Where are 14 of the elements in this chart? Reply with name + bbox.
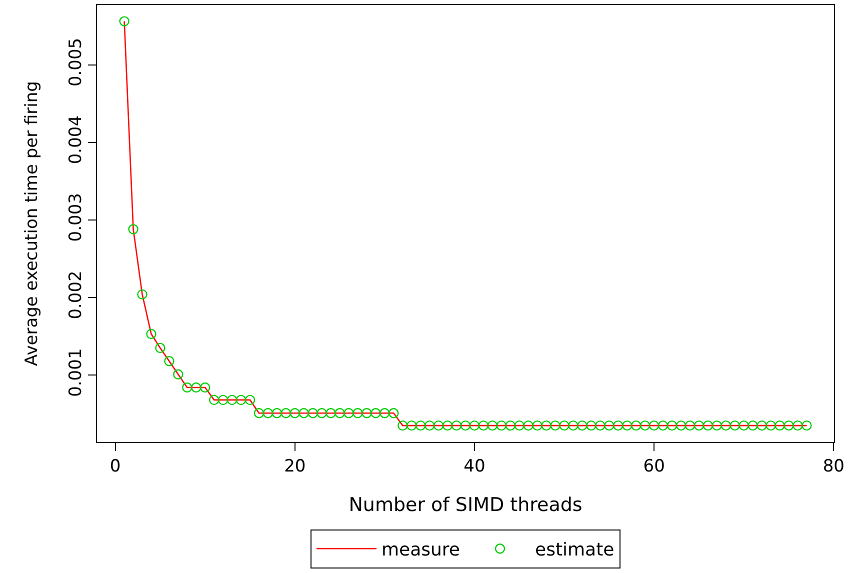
legend-label: measure (382, 540, 460, 561)
y-tick-label: 0.003 (66, 193, 86, 242)
x-axis-title: Number of SIMD threads (348, 494, 582, 516)
x-tick-label: 20 (284, 456, 306, 476)
y-tick-label: 0.005 (66, 38, 86, 87)
x-tick-label: 0 (110, 456, 121, 476)
y-tick-label: 0.001 (66, 348, 86, 397)
x-tick-label: 60 (643, 456, 665, 476)
y-tick-label: 0.002 (66, 270, 86, 320)
y-axis-title: Average execution time per firing (22, 81, 42, 366)
y-tick-label: 0.004 (66, 115, 86, 164)
legend-label: estimate (535, 540, 614, 561)
x-tick-label: 80 (822, 456, 844, 476)
x-tick-label: 40 (464, 456, 486, 476)
